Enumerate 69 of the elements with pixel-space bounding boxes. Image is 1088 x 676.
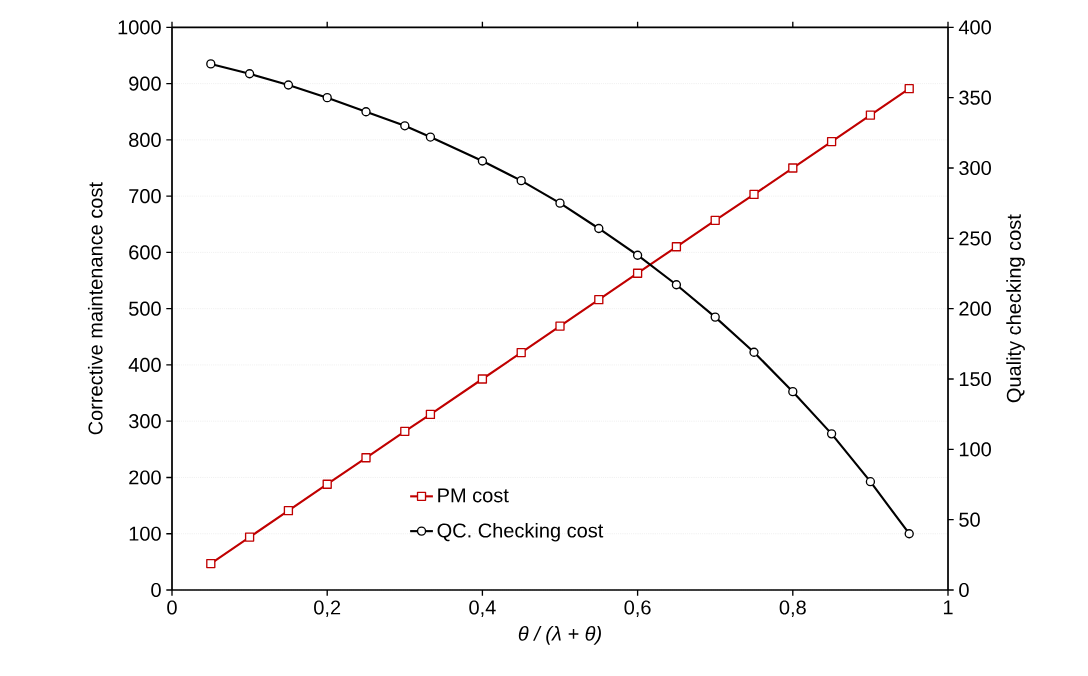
point	[322, 93, 332, 103]
x-tick-label: 0,6	[624, 600, 651, 617]
y2-tick-label: 250	[959, 231, 991, 246]
point	[425, 409, 436, 420]
point	[555, 321, 565, 331]
y2-tick-label: 100	[959, 442, 991, 457]
point	[788, 386, 798, 397]
point	[361, 107, 371, 117]
point	[749, 347, 759, 357]
point	[477, 374, 488, 384]
point	[594, 294, 604, 305]
point	[206, 558, 216, 569]
point	[516, 347, 526, 358]
point	[671, 280, 682, 290]
point	[671, 242, 682, 252]
y2-tick-label: 350	[959, 90, 991, 105]
x-tick-label: 0,8	[779, 600, 806, 617]
point	[400, 121, 410, 131]
point	[632, 250, 643, 260]
point	[283, 505, 294, 516]
y2-tick-label: 150	[959, 371, 991, 387]
y2-tick-label: 400	[958, 20, 991, 35]
y-tick-label: 400	[128, 357, 161, 373]
point	[904, 529, 914, 539]
y2-tick-label: 50	[959, 512, 980, 527]
point	[594, 223, 604, 234]
y2-tick-label: 0	[959, 582, 969, 598]
point	[865, 110, 876, 120]
y2-tick-label: 200	[959, 301, 991, 316]
y-tick-label: 0	[151, 582, 161, 598]
point	[322, 479, 332, 489]
point	[283, 80, 294, 90]
point	[425, 132, 436, 142]
y-tick-label: 200	[129, 470, 161, 485]
point	[749, 189, 759, 200]
point	[865, 477, 876, 487]
point	[244, 532, 255, 542]
y-tick-label: 300	[128, 414, 161, 429]
point	[244, 69, 255, 79]
y-tick-label: 700	[129, 189, 161, 204]
point	[826, 136, 837, 147]
point	[826, 429, 837, 439]
x-tick-label: 1	[943, 600, 953, 615]
y-tick-label: 600	[129, 245, 161, 260]
legend-label: QC. Checking cost	[437, 522, 604, 542]
y-tick-label: 100	[129, 526, 161, 541]
y-tick-label: 800	[129, 132, 161, 147]
y2-axis-title: Quality checking cost	[1006, 214, 1025, 403]
point	[904, 83, 914, 94]
legend-label: PM cost	[438, 488, 509, 503]
point	[555, 198, 565, 208]
point	[400, 426, 410, 436]
point	[632, 268, 643, 278]
point	[710, 312, 720, 322]
point	[516, 175, 526, 186]
y-tick-label: 1000	[118, 20, 161, 35]
y-tick-label: 500	[129, 301, 161, 316]
x-axis-title: θ / (λ + θ)	[518, 626, 601, 645]
x-tick-label: 0,4	[469, 600, 496, 617]
y-axis-title: Corrective maintenance cost	[87, 182, 103, 435]
point	[710, 215, 720, 225]
y-tick-label: 900	[129, 76, 161, 91]
x-tick-label: 0,2	[314, 600, 341, 617]
y2-tick-label: 300	[959, 160, 991, 176]
point	[788, 163, 798, 173]
point	[477, 156, 488, 166]
point	[361, 453, 371, 463]
x-tick-label: 0	[167, 600, 177, 615]
point	[206, 59, 216, 69]
